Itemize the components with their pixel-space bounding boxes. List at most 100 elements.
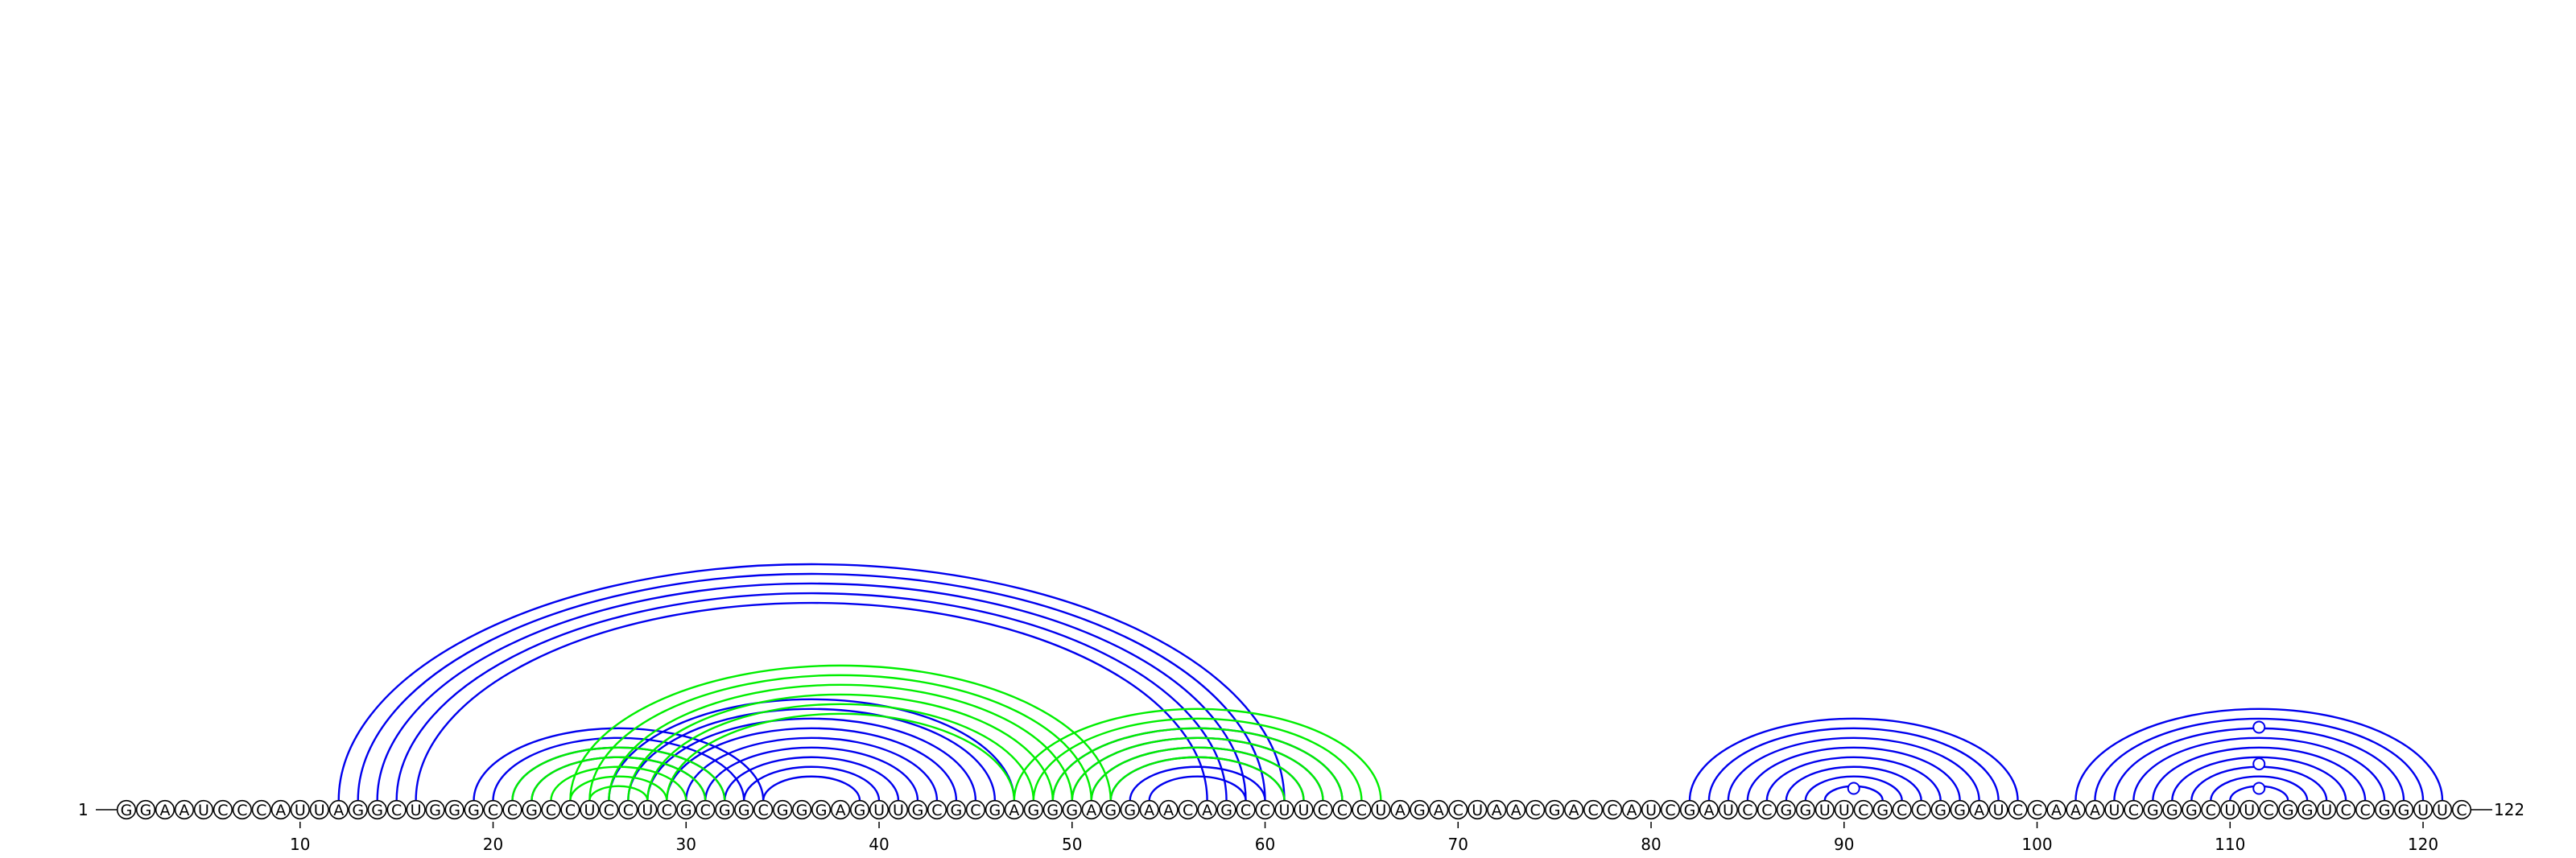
nucleotide-circle (1814, 799, 1835, 820)
nucleotide-letter: C (488, 802, 498, 819)
nucleotide-circle (830, 799, 851, 820)
nucleotide: A (1564, 799, 1584, 820)
nucleotide-letter: U (1993, 802, 2004, 819)
nucleotide: G (2393, 799, 2414, 820)
alternate-pair-arc (588, 785, 649, 801)
nucleotide-letter: C (931, 802, 942, 819)
base-pair-arc (608, 698, 1016, 801)
nucleotide: C (2124, 799, 2144, 820)
nucleotide: U (2104, 799, 2124, 820)
nucleotide-circle (464, 799, 484, 820)
nucleotide-circle (1042, 799, 1063, 820)
nucleotide: A (270, 799, 291, 820)
alternate-pair-arc (569, 665, 1112, 801)
nucleotide-letter: C (662, 802, 672, 819)
nucleotide-letter: C (2206, 802, 2216, 819)
nucleotide-circle (386, 799, 407, 820)
nucleotide-circle (1158, 799, 1179, 820)
tick-label: 90 (1834, 835, 1854, 854)
nucleotide-circle (965, 799, 985, 820)
nucleotide-circle (309, 799, 329, 820)
nucleotide: C (2201, 799, 2221, 820)
nucleotide: C (618, 799, 638, 820)
nucleotide: U (2220, 799, 2240, 820)
nucleotide-letter: G (989, 802, 1001, 819)
nucleotide-letter: U (2417, 802, 2429, 819)
nucleotide-letter: A (275, 802, 286, 819)
nucleotide-letter: C (1761, 802, 1772, 819)
nucleotide-circle (618, 799, 638, 820)
nucleotide-circle (907, 799, 928, 820)
nucleotide-circle (1294, 799, 1314, 820)
nucleotide-circle (1621, 799, 1642, 820)
nucleotide-letter: G (1124, 802, 1136, 819)
nucleotide-circle (1892, 799, 1912, 820)
nucleotide: C (483, 799, 503, 820)
nucleotide: C (251, 799, 271, 820)
pseudoknot-marker (2252, 720, 2266, 734)
tick-label: 120 (2408, 835, 2438, 854)
nucleotide-letter: G (2282, 802, 2294, 819)
nucleotide-circle (1718, 799, 1739, 820)
base-pair-arc (2171, 756, 2347, 801)
nucleotide-circle (251, 799, 271, 820)
nucleotide: U (1718, 799, 1739, 820)
nucleotide-circle (1545, 799, 1565, 820)
base-pair-arc (337, 563, 1286, 801)
nucleotide-letter: G (680, 802, 692, 819)
nucleotide-letter: G (854, 802, 866, 819)
nucleotide-letter: U (295, 802, 306, 819)
nucleotide-circle (367, 799, 387, 820)
nucleotide: U (1834, 799, 1854, 820)
nucleotide-letter: A (1511, 802, 1521, 819)
nucleotide-circle (116, 799, 137, 820)
nucleotide-letter: G (121, 802, 133, 819)
nucleotide: C (1853, 799, 1873, 820)
alternate-pair-arc (1013, 707, 1382, 801)
nucleotide-letter: A (1703, 802, 1714, 819)
nucleotide-circle (888, 799, 909, 820)
nucleotide: U (638, 799, 658, 820)
nucleotide: U (406, 799, 426, 820)
base-pair-arc (473, 727, 765, 801)
nucleotide-letter: U (198, 802, 209, 819)
nucleotide-circle (1448, 799, 1468, 820)
nucleotide-letter: G (815, 802, 828, 819)
nucleotide: U (1641, 799, 1662, 820)
nucleotide: C (753, 799, 774, 820)
nucleotide: C (2008, 799, 2028, 820)
nucleotide-letter: G (1934, 802, 1946, 819)
nucleotide: G (367, 799, 387, 820)
nucleotide-circle (1004, 799, 1024, 820)
nucleotide-letter: G (1954, 802, 1966, 819)
nucleotide: C (2355, 799, 2376, 820)
nucleotide-circle (753, 799, 774, 820)
nucleotide: C (1602, 799, 1623, 820)
nucleotide: A (2066, 799, 2086, 820)
base-pair-arc (1148, 775, 1247, 801)
nucleotide: C (1757, 799, 1777, 820)
nucleotide-circle (1988, 799, 2008, 820)
alternate-pair-arc (1109, 756, 1286, 801)
nucleotide: C (2336, 799, 2356, 820)
nucleotide: U (1294, 799, 1314, 820)
nucleotide-letter: C (1530, 802, 1541, 819)
nucleotide-letter: G (1220, 802, 1232, 819)
nucleotide-circle (1487, 799, 1507, 820)
base-pair-arc (1765, 756, 1942, 801)
nucleotide-letter: A (2070, 802, 2081, 819)
nucleotide: G (946, 799, 967, 820)
nucleotide-letter: C (1183, 802, 1193, 819)
nucleotide-letter: U (1819, 802, 1831, 819)
nucleotide-circle (1602, 799, 1623, 820)
nucleotide-circle (1506, 799, 1526, 820)
nucleotide: A (1004, 799, 1024, 820)
nucleotide-letter: G (1027, 802, 1039, 819)
nucleotide-circle (270, 799, 291, 820)
nucleotide-letter: C (256, 802, 266, 819)
nucleotide-circle (522, 799, 542, 820)
nucleotide-circle (2451, 799, 2472, 820)
nucleotide-letter: G (1414, 802, 1426, 819)
base-pair-arcs (337, 563, 2444, 801)
nucleotide-circle (792, 799, 812, 820)
